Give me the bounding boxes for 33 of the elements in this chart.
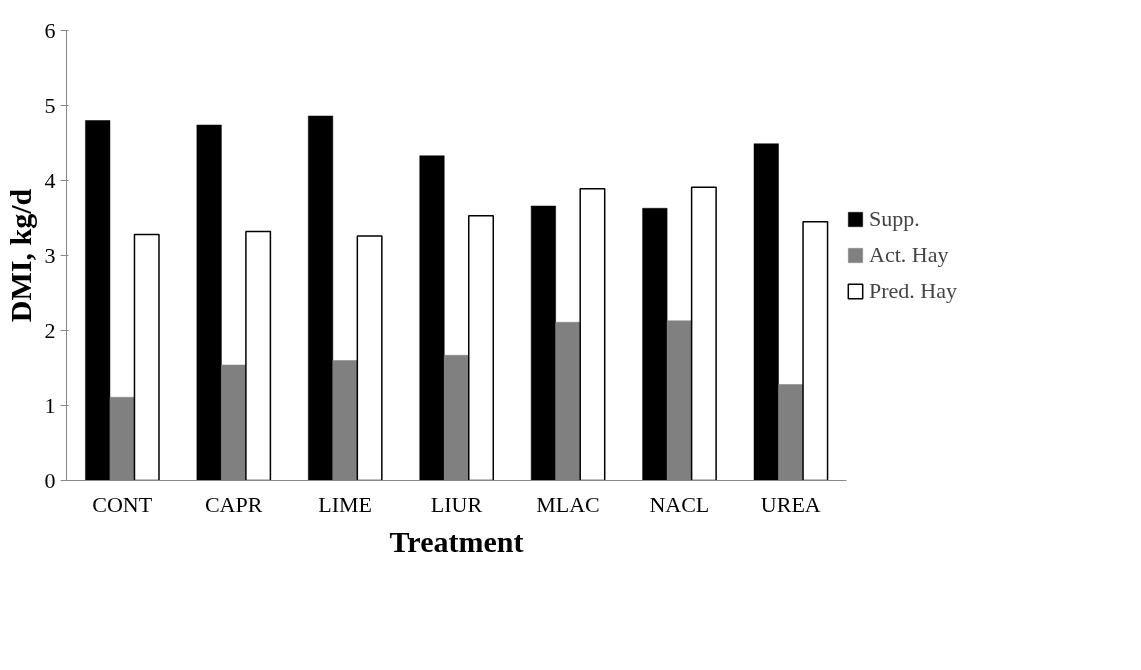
- x-tick-label: MLAC: [536, 491, 600, 517]
- bar: [753, 143, 779, 481]
- bar: [530, 205, 556, 481]
- bar: [468, 215, 495, 481]
- legend-label: Pred. Hay: [869, 278, 957, 304]
- bar: [690, 186, 717, 481]
- x-tick-label: CAPR: [204, 491, 263, 517]
- y-tick-label: 4: [44, 167, 56, 193]
- legend-label: Supp.: [869, 206, 920, 232]
- y-tick-label: 3: [44, 242, 56, 268]
- bar: [308, 115, 334, 481]
- x-tick-label: UREA: [760, 491, 821, 517]
- bar: [579, 188, 606, 481]
- x-tick-label: LIME: [318, 491, 372, 517]
- bar: [245, 230, 272, 481]
- legend-label: Act. Hay: [869, 242, 949, 268]
- y-tick-label: 1: [44, 392, 56, 418]
- x-tick-label: NACL: [649, 491, 710, 517]
- bar: [642, 208, 668, 481]
- bar: [196, 124, 222, 481]
- bar: [802, 221, 829, 481]
- x-tick-label: CONT: [92, 491, 153, 517]
- bar: [133, 233, 160, 481]
- y-tick-label: 6: [44, 17, 56, 43]
- y-tick-label: 2: [44, 317, 56, 343]
- y-tick-label: 0: [44, 467, 56, 493]
- y-tick-label: 5: [44, 92, 56, 118]
- bar: [356, 235, 383, 481]
- x-axis-title: Treatment: [389, 524, 524, 558]
- bar: [419, 155, 445, 481]
- bar: [85, 120, 111, 481]
- y-axis-title: DMI, kg/d: [3, 188, 37, 323]
- x-tick-label: LIUR: [430, 491, 483, 517]
